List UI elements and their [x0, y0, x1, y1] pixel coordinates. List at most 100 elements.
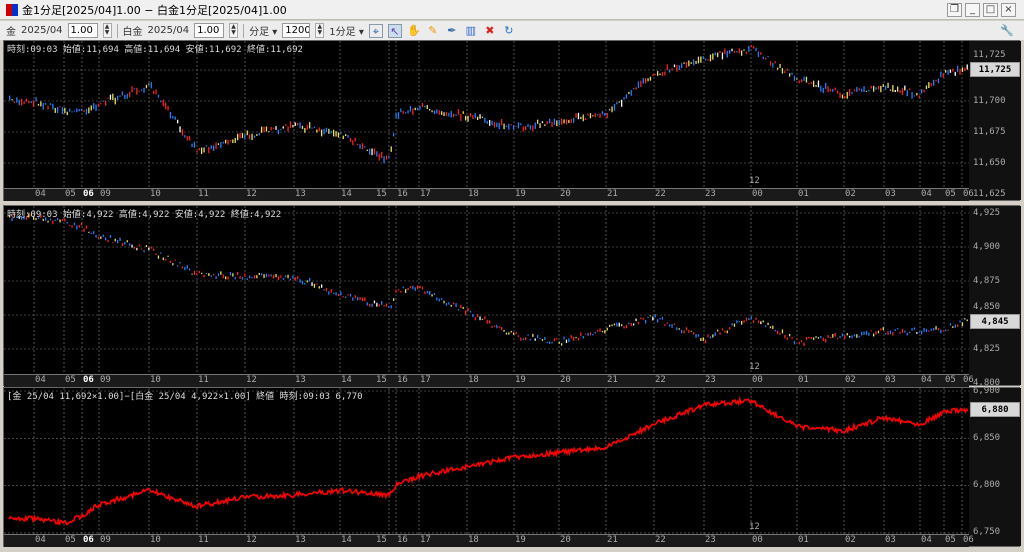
time-axis [4, 534, 969, 547]
separator [116, 23, 118, 38]
candle [731, 48, 733, 52]
x-tick-label: 02 [845, 535, 856, 545]
ohlc-info: 時刻:09:03 始値:4,922 高値:4,922 安値:4,922 終値:4… [7, 210, 282, 220]
x-tick-label: 15 [376, 375, 387, 385]
pointer-icon[interactable]: ↖ [387, 23, 402, 38]
period-unit-value: 分足 [249, 27, 270, 38]
candle [364, 297, 366, 302]
candle [124, 241, 126, 245]
candle [258, 133, 260, 136]
candle [865, 90, 868, 92]
chart-plot[interactable] [4, 388, 969, 548]
maximize-button[interactable]: □ [983, 3, 998, 17]
candle [599, 328, 601, 332]
mult1-input[interactable] [67, 23, 98, 38]
candle [304, 282, 306, 285]
delete-icon[interactable]: ✖ [485, 23, 495, 37]
candle [762, 56, 764, 60]
candle [263, 126, 265, 133]
x-tick-label: 13 [295, 375, 306, 385]
candle [702, 337, 704, 342]
x-tick-label: 04 [921, 535, 932, 545]
platinum-chart-panel[interactable]: 時刻:09:03 始値:4,922 高値:4,922 安値:4,922 終値:4… [3, 205, 1021, 388]
candle [527, 334, 529, 336]
candle [323, 128, 325, 135]
candle [796, 338, 798, 340]
restore-button[interactable]: ❐ [947, 3, 962, 17]
candle [484, 117, 486, 123]
mult2-spinner[interactable]: ▲ ▼ [229, 23, 239, 38]
candle [162, 257, 164, 261]
bars-input[interactable] [282, 23, 311, 38]
candle [808, 337, 810, 339]
mult1-spinner[interactable]: ▲ ▼ [102, 23, 112, 38]
gold-chart-panel[interactable]: 時刻:09:03 始値:11,694 高値:11,694 安値:11,692 終… [3, 40, 1021, 202]
candle [129, 91, 131, 98]
candle [779, 63, 781, 69]
candle [297, 122, 299, 126]
chart-plot[interactable] [4, 41, 969, 202]
candle [23, 215, 25, 220]
candle [251, 133, 253, 141]
bars-spinner[interactable]: ▲ ▼ [315, 23, 325, 38]
candle [582, 114, 584, 122]
candle [573, 117, 575, 123]
candle [815, 336, 817, 338]
hand-icon[interactable]: ✋ [407, 23, 421, 37]
candle [616, 102, 618, 105]
period-unit-dropdown[interactable]: 分足 ▾ [249, 27, 278, 38]
candle [933, 79, 935, 86]
candle [409, 105, 412, 112]
spread-line [8, 396, 969, 526]
candle [349, 138, 352, 142]
candle [609, 109, 611, 111]
candle [796, 78, 798, 80]
candle [813, 80, 815, 88]
candle [923, 89, 925, 93]
candle [882, 84, 884, 87]
refresh-icon[interactable]: ↻ [504, 23, 514, 37]
candle [304, 128, 306, 133]
candle [397, 289, 400, 291]
candle [174, 259, 176, 261]
candle [273, 274, 275, 279]
candle [160, 100, 162, 103]
mult2-input[interactable] [194, 23, 225, 38]
candle [25, 98, 28, 102]
spread-chart-panel[interactable]: [金 25/04 11,692×1.00]−[白金 25/04 4,922×1.… [3, 386, 1021, 548]
candle [433, 293, 436, 296]
candle [570, 118, 572, 123]
candle [868, 332, 870, 336]
candle [285, 124, 287, 126]
candle [865, 331, 868, 335]
candle [210, 275, 212, 277]
candle [748, 318, 750, 321]
candle [563, 336, 565, 340]
candle [477, 116, 479, 121]
candle [18, 99, 20, 106]
pencil-icon[interactable]: ✎ [428, 23, 438, 37]
candle [45, 102, 47, 105]
candle [777, 330, 779, 334]
bar-chart-icon[interactable]: ▥ [465, 23, 477, 37]
candle [705, 58, 707, 61]
candle [309, 122, 311, 129]
crosshair-icon[interactable]: ⌖ [368, 23, 383, 38]
candle [191, 273, 193, 275]
candle [215, 142, 217, 150]
wrench-icon[interactable]: 🔧 [1000, 23, 1014, 37]
candle [642, 317, 644, 320]
candle [873, 85, 875, 92]
candle [621, 99, 623, 107]
y-tick-label: 4,925 [973, 207, 1001, 218]
chart-plot[interactable] [4, 206, 969, 387]
x-tick-label: 10 [150, 535, 161, 545]
minimize-button[interactable]: _ [965, 3, 980, 17]
candle [66, 222, 68, 224]
candle [361, 143, 364, 150]
candle [532, 333, 534, 337]
close-button[interactable]: × [1001, 3, 1016, 17]
timeframe-dropdown[interactable]: 1分足 ▾ [329, 27, 364, 38]
pen-icon[interactable]: ✒ [447, 23, 457, 37]
candle [856, 87, 858, 92]
